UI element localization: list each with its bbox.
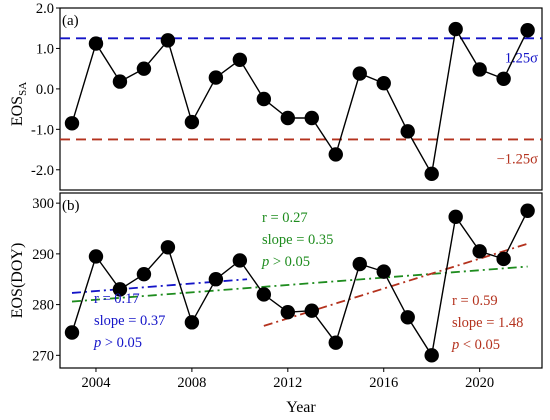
blue-annotation-line-1: r = 0.17 <box>94 291 140 307</box>
green-trend-line <box>71 265 528 303</box>
blue-annotation-line-3: p > 0.05 <box>93 335 142 351</box>
panel-a-ytick-label: 2.0 <box>36 1 54 17</box>
panel-a-series-line <box>71 26 529 176</box>
panel-b-data-point <box>472 244 487 259</box>
panel-b-label: (b) <box>62 198 80 214</box>
panel-b-data-point <box>376 264 391 279</box>
panel-b-data-point <box>208 272 224 287</box>
panel-b-data-point <box>328 335 343 350</box>
red-annotation-line-2: slope = 1.48 <box>452 315 523 331</box>
panel-b-data-point <box>256 287 272 302</box>
panel-a-data-point <box>88 36 104 51</box>
panel-a-data-point <box>424 166 439 182</box>
panel-b-ytick-label: 280 <box>32 298 54 314</box>
panel-b-frame <box>59 192 543 369</box>
panel-b-xtick-label: 2012 <box>273 375 302 391</box>
panel-b-ytick-label: 290 <box>32 247 54 263</box>
panel-a-ylabel: EOSSA <box>9 82 29 126</box>
panel-b-data-point <box>88 249 104 264</box>
red-annotation-line-3: p < 0.05 <box>451 337 500 353</box>
panel-b-data-point <box>448 209 463 225</box>
panel-a-data-point <box>64 116 80 131</box>
panel-a-ytick-label: 1.0 <box>36 41 54 57</box>
green-annotation-line-1: r = 0.27 <box>262 210 308 226</box>
panel-a-data-point <box>376 76 391 91</box>
panel-a-data-point <box>280 110 296 126</box>
upper-threshold-label: 1.25σ <box>505 50 538 66</box>
x-axis-title: Year <box>286 399 316 416</box>
panel-a-label: (a) <box>62 13 79 29</box>
blue-annotation-line-2: slope = 0.37 <box>94 313 165 329</box>
panel-b-ylabel: EOS(DOY) <box>9 243 26 319</box>
panel-b-xtick-label: 2020 <box>465 375 494 391</box>
panel-b-data-point <box>424 348 439 363</box>
panel-b-data-point <box>112 282 128 297</box>
panel-b-data-point <box>400 310 415 325</box>
panel-a-data-point <box>520 23 535 38</box>
panel-a: 2.0 1.0 0.0 -1.0 -2.0 1.25σ −1.25σ (a) EOSSA <box>9 1 543 191</box>
panel-a-ytick-label: 0.0 <box>36 82 54 98</box>
panel-a-ytick-label: -2.0 <box>31 163 54 179</box>
panel-a-data-point <box>328 147 343 162</box>
panel-b-data-point <box>280 305 296 320</box>
panel-b-xtick-label: 2004 <box>81 375 111 391</box>
panel-b-data-point <box>64 325 80 340</box>
panel-a-data-point <box>448 21 463 37</box>
panel-a-data-point <box>496 71 511 86</box>
lower-threshold-label: −1.25σ <box>497 151 539 167</box>
panel-b-data-point <box>160 240 176 255</box>
panel-b-data-point <box>304 303 319 318</box>
panel-a-data-point <box>112 74 128 89</box>
panel-a-data-point <box>472 62 487 77</box>
panel-b: 300 290 280 270 2004 2008 2012 2016 2020 r = 0.17… <box>9 192 543 416</box>
panel-a-frame <box>59 7 543 191</box>
panel-a-data-point <box>136 61 152 76</box>
panel-a-data-point <box>160 33 176 48</box>
panel-a-data-point <box>400 124 415 139</box>
panel-b-data-point <box>496 251 511 267</box>
panel-a-data-point <box>256 91 272 107</box>
panel-b-data-point <box>520 203 535 218</box>
panel-b-xtick-label: 2016 <box>369 375 398 391</box>
panel-b-data-point <box>136 266 152 282</box>
green-annotation-line-3: p > 0.05 <box>261 254 310 270</box>
panel-a-data-point <box>184 114 200 130</box>
panel-a-data-point <box>232 52 248 67</box>
green-annotation-line-2: slope = 0.35 <box>262 232 333 248</box>
panel-a-data-point <box>304 110 319 126</box>
panel-b-xtick-label: 2008 <box>177 375 206 391</box>
panel-a-data-point <box>208 70 224 85</box>
panel-a-ytick-label: -1.0 <box>31 122 54 138</box>
panel-b-data-point <box>232 253 248 268</box>
panel-b-ytick-label: 270 <box>32 348 54 364</box>
red-annotation-line-1: r = 0.59 <box>452 293 498 309</box>
panel-b-data-point <box>184 315 200 330</box>
panel-b-data-point <box>352 256 367 272</box>
panel-a-data-point <box>352 66 367 81</box>
panel-b-ytick-label: 300 <box>32 196 54 212</box>
